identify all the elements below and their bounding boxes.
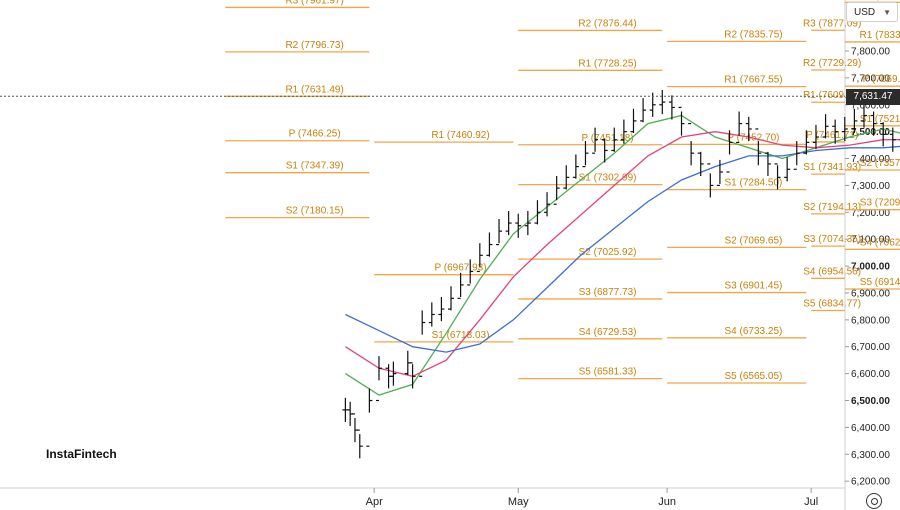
x-tick-label: May <box>508 496 529 508</box>
y-tick-label: 7,100.00 <box>851 235 890 246</box>
pivot-level-label: S1 (7341.93) <box>803 162 861 173</box>
pivot-level-label: S1 (7302.99) <box>579 173 637 184</box>
currency-label: USD <box>854 7 876 18</box>
moving-average-line <box>345 145 900 353</box>
x-tick-label: Jun <box>658 496 676 508</box>
pivot-level-label: R1 (7833.63) <box>860 30 900 41</box>
y-tick-label: 6,300.00 <box>851 450 890 461</box>
y-tick-label: 7,800.00 <box>851 47 890 58</box>
pivot-level-label: R1 (7609.51) <box>803 90 861 101</box>
pivot-level-label: S5 (6914.81) <box>860 277 900 288</box>
plot-area <box>0 0 845 488</box>
pivot-level-label: S2 (7025.92) <box>579 247 637 258</box>
pivot-level-label: S4 (6954.56) <box>803 266 861 277</box>
pivot-level-label: S1 (7284.50) <box>725 178 783 189</box>
y-tick-label: 6,800.00 <box>851 315 890 326</box>
pivot-level-label: R1 (7460.92) <box>431 130 489 141</box>
pivot-level-label: S4 (7062.30) <box>860 237 900 248</box>
pivot-level-label: P (7451.18) <box>582 133 634 144</box>
pivot-level-label: S5 (6834.77) <box>803 299 861 310</box>
pivot-level-label: S3 (6901.45) <box>725 281 783 292</box>
pivot-level-label: S2 (7180.15) <box>286 206 344 217</box>
pivot-level-label: S3 (6877.73) <box>579 287 637 298</box>
x-tick-label: Jul <box>804 496 818 508</box>
pivot-level-label: R2 (7981.13) <box>860 0 900 1</box>
pivot-level-label: R2 (7796.73) <box>285 40 343 51</box>
y-tick-label: 7,400.00 <box>851 154 890 165</box>
pivot-level-label: P (6967.93) <box>434 263 486 274</box>
pivot-level-label: S3 (7209.79) <box>860 198 900 209</box>
pivot-level-label: S4 (6733.25) <box>725 326 783 337</box>
pivot-level-label: S4 (6729.53) <box>579 327 637 338</box>
y-tick-label: 6,600.00 <box>851 369 890 380</box>
x-tick-label: Apr <box>366 496 383 508</box>
pivot-level-label: R2 (7835.75) <box>724 29 782 40</box>
pivot-level-label: S2 (7069.65) <box>725 235 783 246</box>
pivot-level-label: P (7669.21) <box>863 74 900 85</box>
y-tick-label: 6,400.00 <box>851 423 890 434</box>
y-tick-label: 7,000.00 <box>851 262 890 273</box>
pivot-level-label: P (7461.71) <box>806 130 858 141</box>
pivot-level-label: P (7466.25) <box>289 129 341 140</box>
pivot-level-label: S1 (6718.03) <box>432 330 490 341</box>
pivot-level-label: S1 (7347.39) <box>286 161 344 172</box>
y-tick-label: 6,200.00 <box>851 477 890 488</box>
y-tick-label: 6,500.00 <box>851 396 890 407</box>
chevron-down-icon: ▼ <box>883 8 891 17</box>
pivot-level-label: S5 (6581.33) <box>579 367 637 378</box>
pivot-level-label: R3 (7877.09) <box>803 18 861 29</box>
brand-watermark: InstaFintech <box>40 445 123 463</box>
last-price-badge: 7,631.47 <box>846 89 900 105</box>
pivot-level-label: S1 (7521.71) <box>860 114 900 125</box>
y-tick-label: 7,500.00 <box>851 127 890 138</box>
pivot-level-label: R1 (7728.25) <box>578 58 636 69</box>
y-tick-label: 6,900.00 <box>851 288 890 299</box>
y-tick-label: 7,600.00 <box>851 100 890 111</box>
pivot-level-label: R2 (7729.29) <box>803 58 861 69</box>
pivot-level-label: R1 (7631.49) <box>285 84 343 95</box>
pivot-level-label: R1 (7667.55) <box>724 75 782 86</box>
pivot-level-label: S5 (6565.05) <box>725 371 783 382</box>
pivot-level-label: S3 (7074.35) <box>803 234 861 245</box>
y-tick-label: 7,300.00 <box>851 181 890 192</box>
settings-gear-icon[interactable] <box>866 493 882 509</box>
y-tick-label: 7,700.00 <box>851 73 890 84</box>
pivot-level-label: R3 (7961.97) <box>285 0 343 6</box>
pivot-level-label: S2 (7357.29) <box>860 158 900 169</box>
pivot-level-label: R2 (7876.44) <box>578 18 636 29</box>
y-tick-label: 7,200.00 <box>851 208 890 219</box>
pivot-level-label: S2 (7194.13) <box>803 202 861 213</box>
currency-select[interactable]: USD ▼ <box>846 2 898 22</box>
y-tick-label: 6,700.00 <box>851 342 890 353</box>
moving-average-line <box>345 131 900 377</box>
